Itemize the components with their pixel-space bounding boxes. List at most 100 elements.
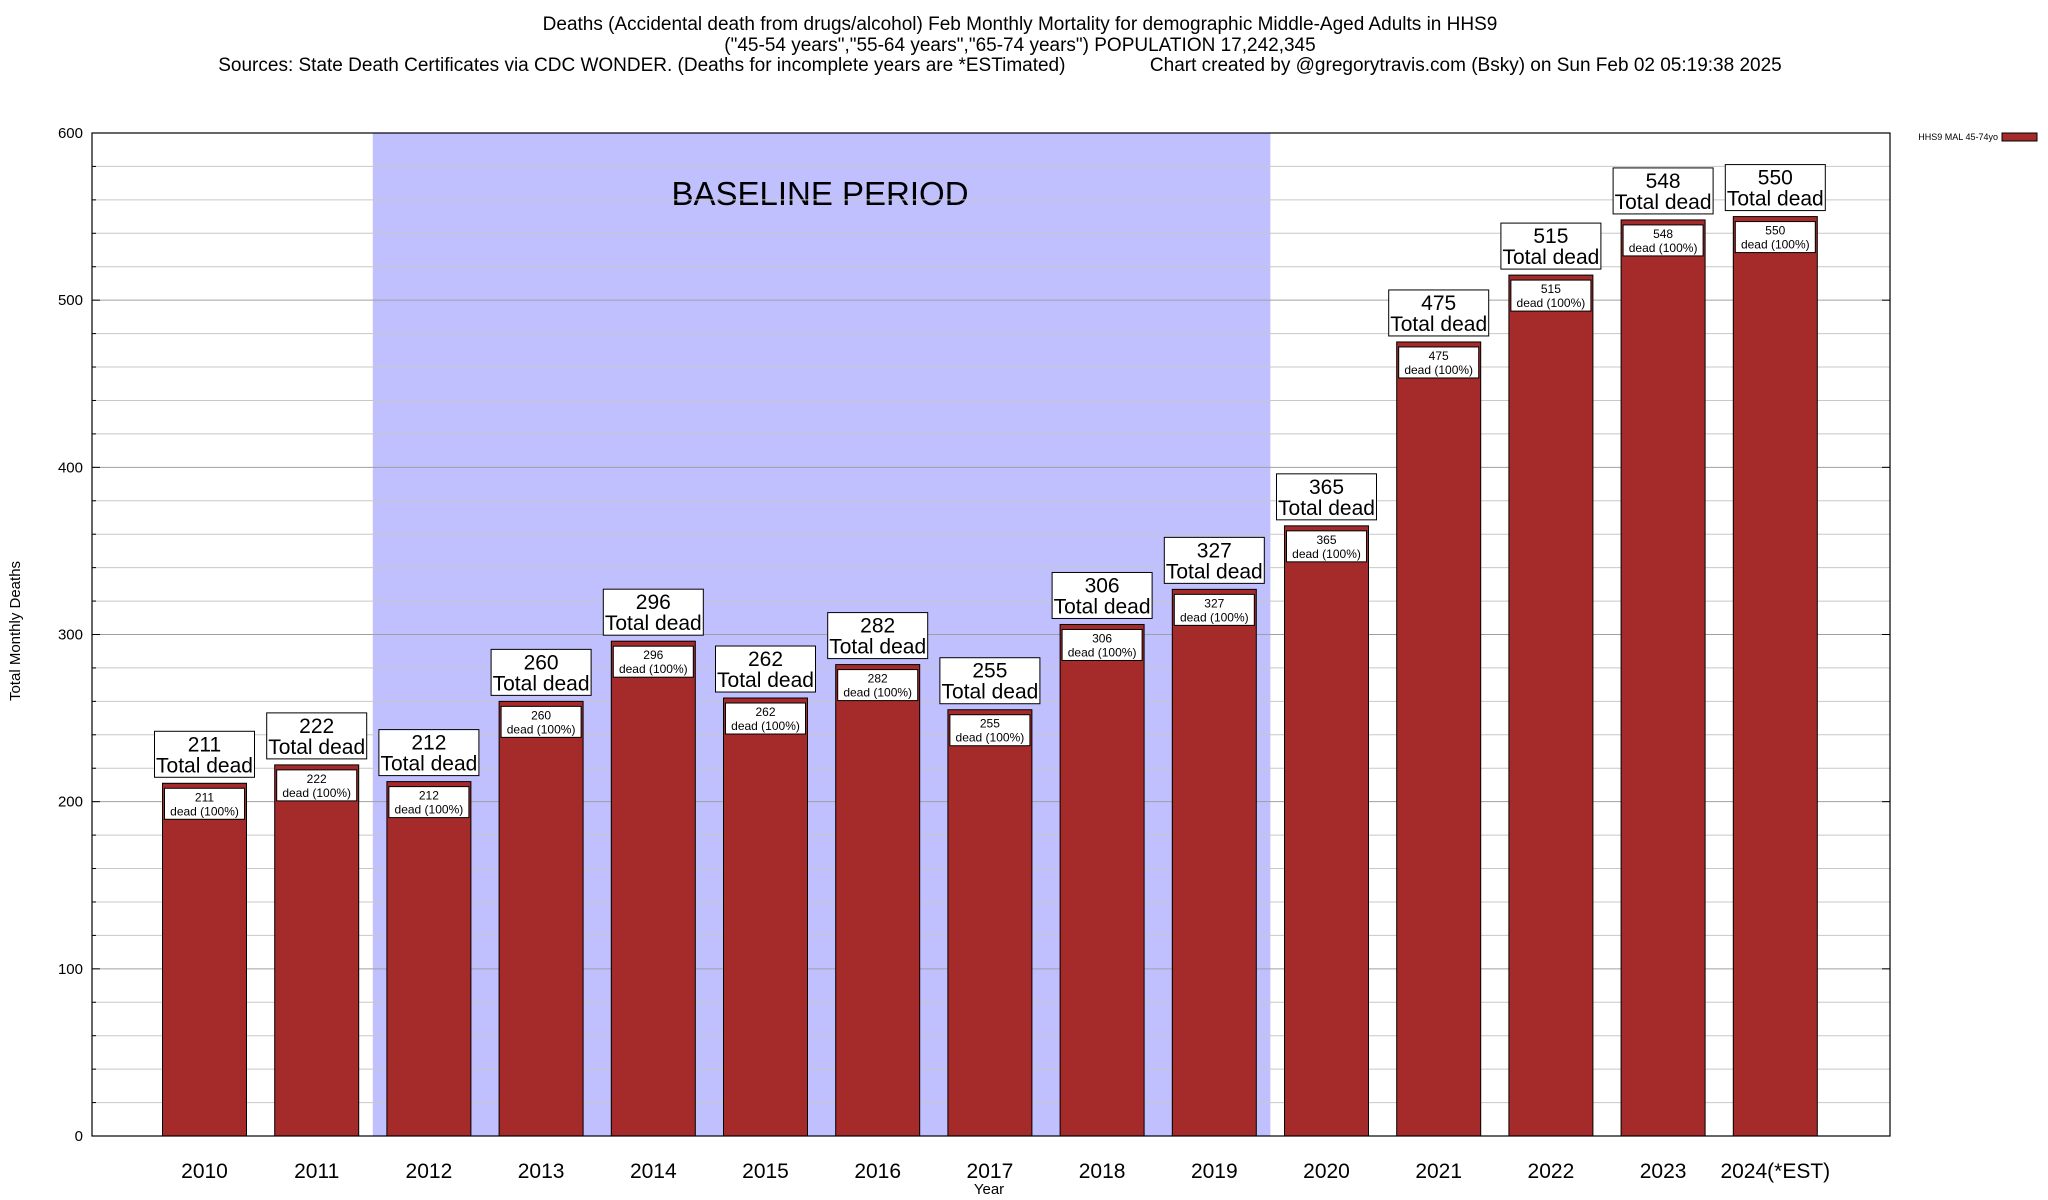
x-tick-label: 2021 [1415,1160,1462,1183]
bar-total-value: 548 [1646,170,1681,193]
bar-inner-label-box [612,645,694,678]
bar-total-value: 515 [1533,225,1568,248]
chart-title: Deaths (Accidental death from drugs/alco… [218,14,1782,76]
bar-total-value: 212 [411,732,446,755]
bar [835,664,921,1137]
bar-inner-value: 222 [307,772,327,786]
bar-inner-label-box [1398,346,1480,379]
bar-inner-caption: dead (100%) [395,803,464,817]
bar-total-value: 327 [1197,539,1232,562]
bar-inner-value: 327 [1204,596,1224,610]
bar-inner-caption: dead (100%) [507,722,576,736]
bar [1396,341,1482,1137]
x-tick-label: 2012 [406,1160,453,1183]
x-tick-label: 2013 [518,1160,565,1183]
bar-inner-value: 260 [531,708,551,722]
bar-inner-caption: dead (100%) [1741,238,1810,252]
bar-inner-value: 296 [643,648,663,662]
bar [1059,623,1145,1137]
bar-inner-label-box [1734,221,1816,254]
bar-inner-caption: dead (100%) [843,686,912,700]
bar-total-caption: Total dead [1727,188,1824,211]
bar-inner-value: 262 [755,705,775,719]
title-line-1: Deaths (Accidental death from drugs/alco… [543,14,1498,35]
bar-inner-value: 515 [1541,282,1561,296]
bar [947,709,1033,1137]
bar-inner-caption: dead (100%) [731,719,800,733]
y-tick-label: 600 [58,125,83,142]
bar-inner-value: 548 [1653,227,1673,241]
bar-inner-caption: dead (100%) [1180,610,1249,624]
bar-total-value: 211 [188,733,221,756]
bar-inner-value: 365 [1316,533,1336,547]
bar-total-value: 365 [1309,476,1344,499]
x-tick-label: 2014 [630,1160,677,1183]
bar-total-value: 296 [636,591,671,614]
x-tick-label: 2020 [1303,1160,1350,1183]
bar-total-caption: Total dead [380,753,477,776]
bar-total-label-box [1051,571,1153,619]
bar-inner-label-box [1061,628,1143,661]
title-line-2: ("45-54 years","55-64 years","65-74 year… [724,35,1315,56]
bar-total-value: 282 [860,615,895,638]
bar [1732,216,1818,1137]
legend: HHS9 MAL 45-74yo [1918,132,2038,142]
bar-inner-value: 306 [1092,631,1112,645]
bar-total-label-box [1276,473,1377,521]
bar-total-value: 262 [748,648,783,671]
y-tick-label: 0 [75,1128,83,1145]
bar-inner-label-box [1286,530,1367,563]
bar-inner-label-box [725,702,806,735]
y-axis-title: Total Monthly Deaths [7,561,24,701]
bar-total-label-box [266,712,368,760]
bar-inner-label-box [837,669,919,702]
x-axis-title: Year [974,1181,1004,1198]
bar-inner-value: 255 [980,717,1000,731]
bar-inner-caption: dead (100%) [170,804,239,818]
bar-total-caption: Total dead [1166,560,1263,583]
bar-inner-label-box [164,787,245,820]
bar-total-caption: Total dead [829,636,926,659]
bar-total-label-box [827,612,929,660]
bar-total-label-box [154,730,255,778]
bar-inner-label-box [1510,279,1592,312]
bar-total-caption: Total dead [156,754,253,777]
y-tick-label: 100 [58,961,83,978]
x-tick-label: 2018 [1079,1160,1126,1183]
x-tick-label: 2022 [1528,1160,1575,1183]
bar-inner-caption: dead (100%) [1068,645,1137,659]
bar-inner-label-box [276,769,358,802]
bar-total-label-box [715,645,816,693]
bar-inner-label-box [388,786,470,819]
bar-total-label-box [1612,167,1714,215]
legend-swatch [2001,132,2038,142]
bar-inner-label-box [500,705,582,738]
bar-inner-caption: dead (100%) [619,662,688,676]
bar-total-value: 260 [524,651,559,674]
bar-total-caption: Total dead [1615,191,1712,214]
bar [162,782,247,1137]
bar [274,764,360,1137]
y-tick-label: 400 [58,459,83,476]
bar [498,700,584,1137]
baseline-label: BASELINE PERIOD [671,175,968,212]
axes: 0 100 200 300 400 500 600 [58,125,1891,1145]
bar-total-value: 475 [1421,292,1456,315]
bar-inner-value: 475 [1429,349,1449,363]
y-tick-label: 200 [58,794,83,811]
bar-total-caption: Total dead [717,669,814,692]
bar-total-caption: Total dead [1054,595,1151,618]
bar-inner-caption: dead (100%) [1517,296,1586,310]
x-tick-label: 2019 [1191,1160,1238,1183]
x-tick-label: 2011 [294,1160,339,1183]
bar [1508,274,1594,1137]
bar [610,640,696,1137]
title-line-3: Sources: State Death Certificates via CD… [218,55,1782,76]
x-tick-label: 2010 [181,1160,228,1183]
bar-total-label-box [490,648,592,696]
x-tick-label: 2017 [967,1160,1014,1183]
bar-total-label-box [602,588,704,636]
bar-inner-value: 212 [419,789,439,803]
bar-total-value: 255 [972,660,1007,683]
